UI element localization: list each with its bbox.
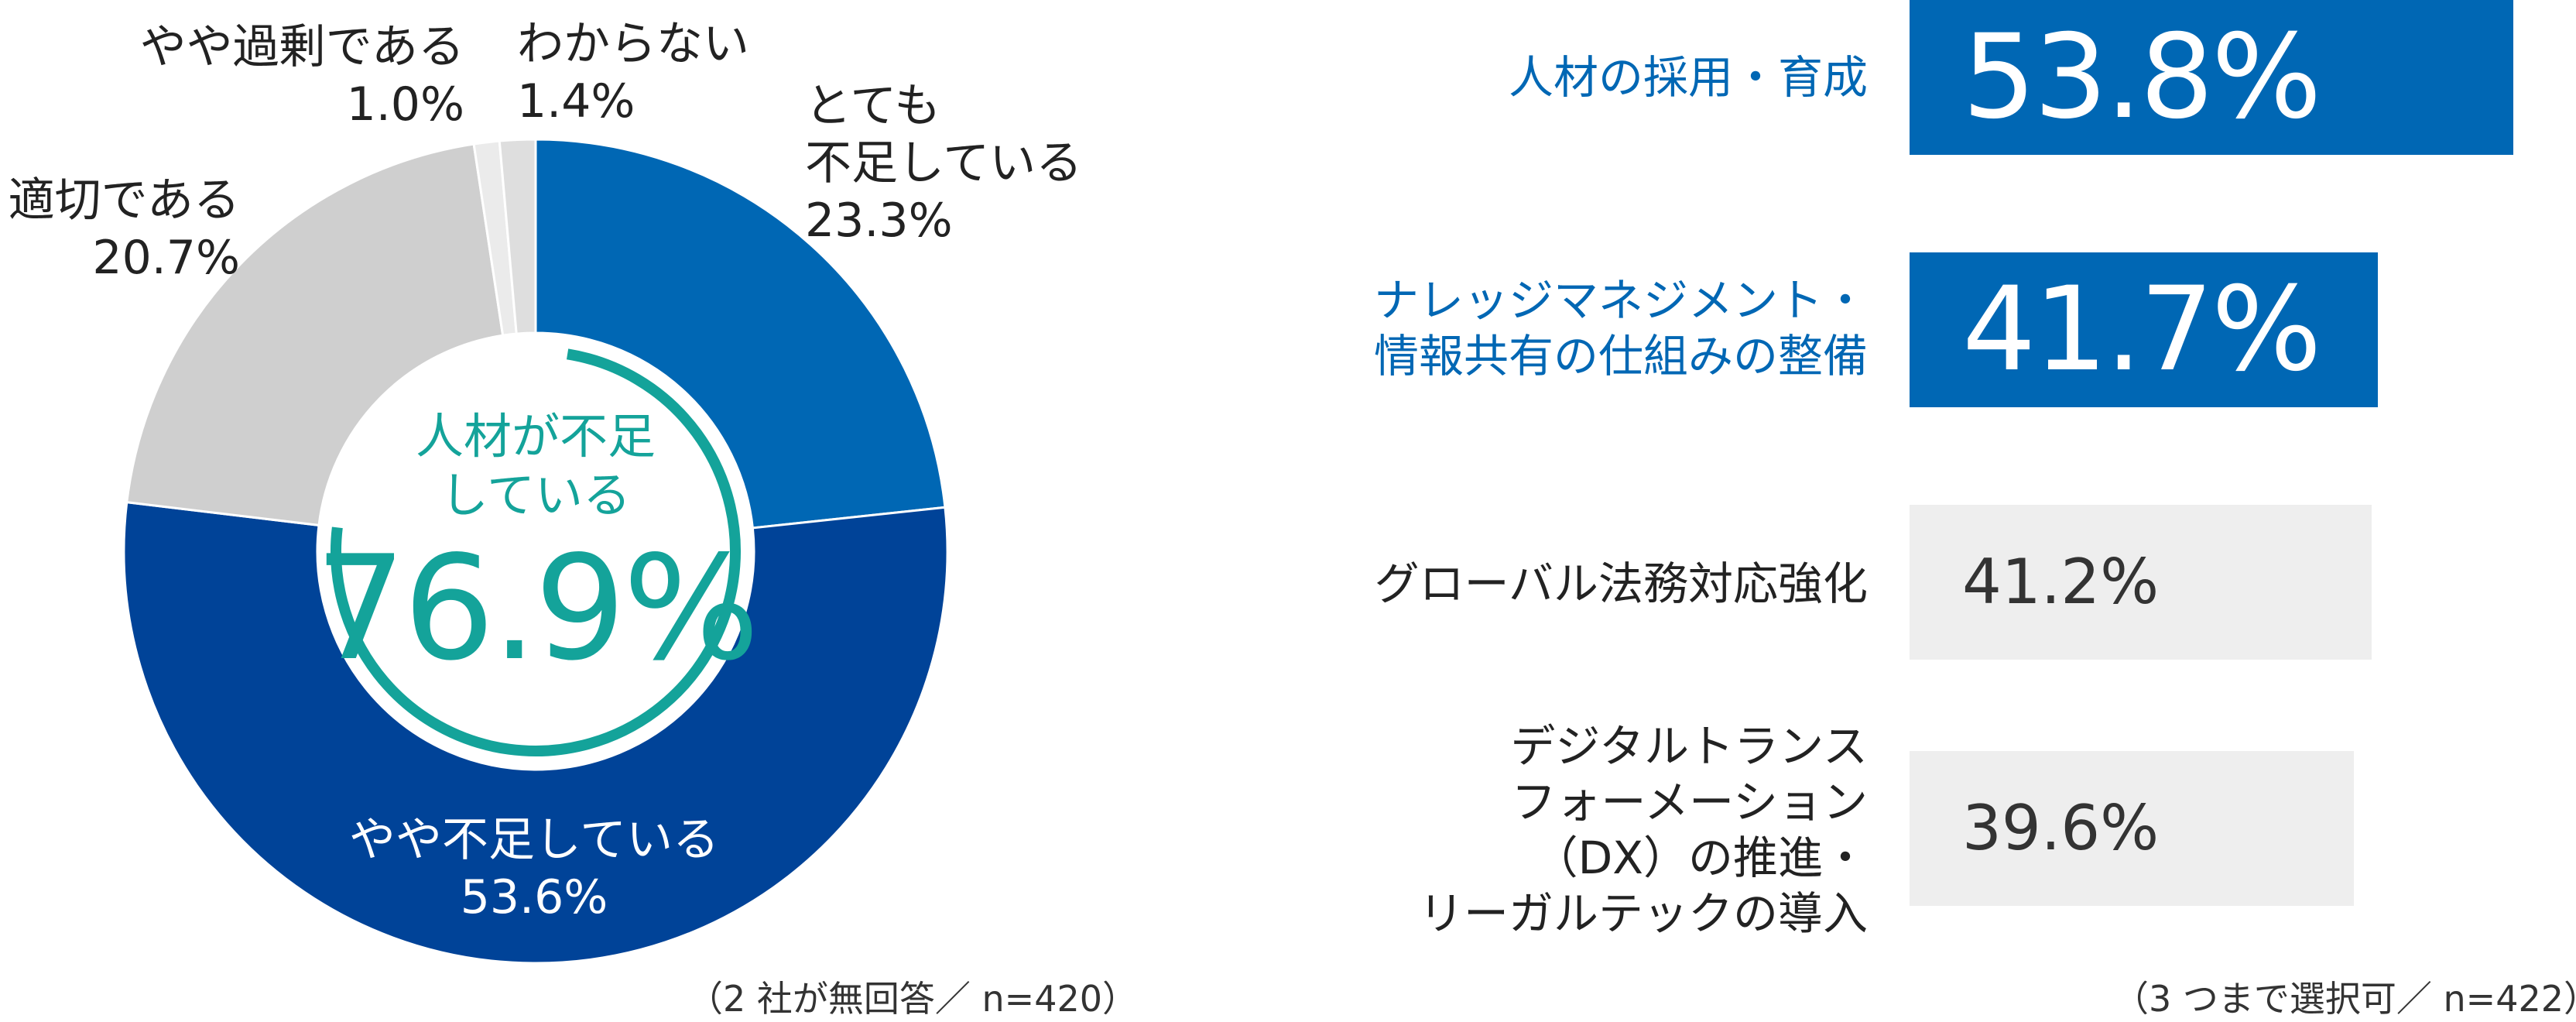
bar-3: 41.2% <box>1910 505 2372 660</box>
bar-label-4-line1: デジタルトランス <box>1510 720 1868 773</box>
bar-3-value: 41.2% <box>1962 546 2160 618</box>
label-totemo-fusoku: とても 不足している 23.3% <box>805 77 1082 249</box>
label-yaya-fusoku: やや不足している 53.6% <box>333 811 735 926</box>
center-caption-line1: 人材が不足 <box>415 408 656 465</box>
bar-1: 53.8% <box>1910 0 2513 155</box>
bar-label-2-line2: 情報共有の仕組みの整備 <box>1373 330 1868 382</box>
bar-label-1-line1: 人材の採用・育成 <box>1508 51 1868 104</box>
bar-label-3-line1: グローバル法務対応強化 <box>1374 557 1868 610</box>
label-wakaranai-name: わからない <box>517 17 749 71</box>
bar-label-2: ナレッジマネジメント・ 情報共有の仕組みの整備 <box>1374 273 1868 384</box>
label-totemo-fusoku-value: 23.3% <box>805 194 953 248</box>
label-yaya-kajo: やや過剰である 1.0% <box>108 19 464 133</box>
label-yaya-kajo-name: やや過剰である <box>139 20 464 74</box>
label-totemo-fusoku-line1: とても <box>805 79 941 133</box>
bar-label-4-line4: リーガルテックの導入 <box>1418 887 1868 940</box>
label-yaya-kajo-value: 1.0% <box>346 77 464 132</box>
donut-note: （2 社が無回答／ n=420） <box>687 978 1139 1020</box>
bar-label-4-line2: フォーメーション <box>1511 776 1868 828</box>
label-tekisetsu: 適切である 20.7% <box>0 172 240 286</box>
bar-note: （3 つまで選択可／ n=422） <box>2113 978 2576 1020</box>
bar-label-4-line3: （DX）の推進・ <box>1533 832 1868 884</box>
label-wakaranai-value: 1.4% <box>517 74 635 129</box>
label-tekisetsu-name: 適切である <box>8 173 240 228</box>
bar-label-4: デジタルトランス フォーメーション （DX）の推進・ リーガルテックの導入 <box>1419 718 1868 941</box>
bar-4: 39.6% <box>1910 751 2354 906</box>
bar-2: 41.7% <box>1910 252 2378 407</box>
bar-label-1: 人材の採用・育成 <box>1509 50 1868 105</box>
label-yaya-fusoku-value: 53.6% <box>460 870 608 924</box>
bar-4-value: 39.6% <box>1962 792 2160 864</box>
center-caption-line2: している <box>440 467 632 523</box>
label-yaya-fusoku-name: やや不足している <box>348 813 720 867</box>
shortage-arc <box>331 348 741 756</box>
donut-hole <box>317 333 754 770</box>
bar-1-value: 53.8% <box>1962 10 2322 145</box>
donut-chart <box>122 138 949 965</box>
center-caption: 人材が不足 している <box>342 407 729 525</box>
label-totemo-fusoku-line2: 不足している <box>805 136 1083 190</box>
center-value: 76.9% <box>314 524 760 692</box>
label-tekisetsu-value: 20.7% <box>92 231 240 285</box>
bar-2-value: 41.7% <box>1962 262 2322 397</box>
bar-label-2-line1: ナレッジマネジメント・ <box>1373 274 1868 327</box>
bar-label-3: グローバル法務対応強化 <box>1375 556 1868 612</box>
label-wakaranai: わからない 1.4% <box>517 15 749 130</box>
